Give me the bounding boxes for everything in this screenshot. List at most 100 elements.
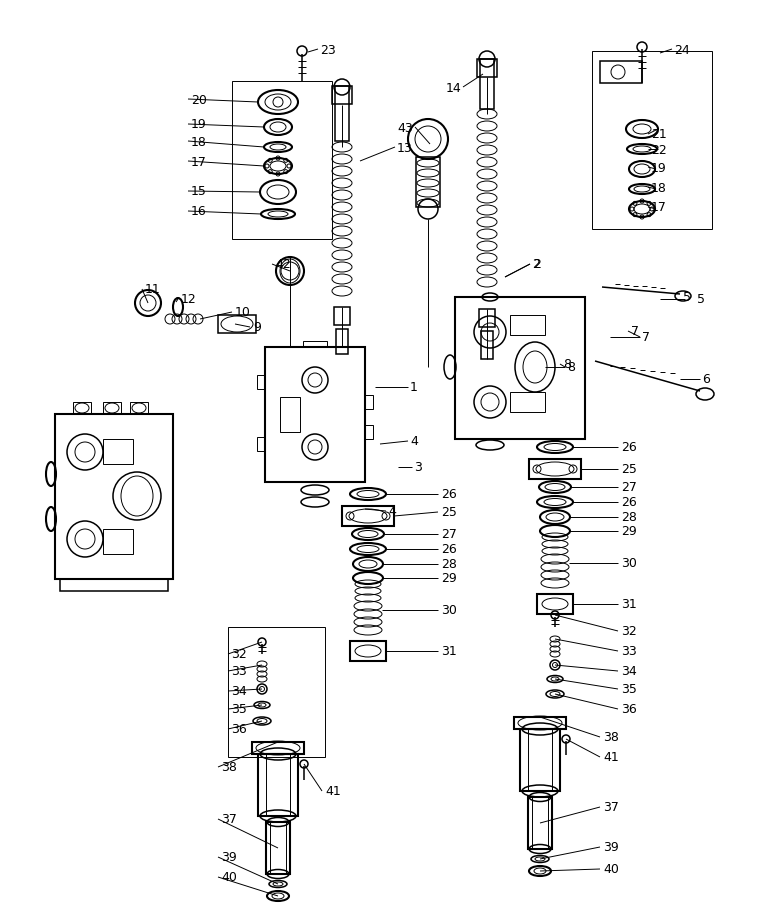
Text: 20: 20	[191, 94, 207, 107]
Bar	[510, 315, 545, 335]
Bar	[528, 797, 552, 849]
Text: 18: 18	[651, 181, 667, 194]
Text: 8: 8	[567, 361, 575, 374]
Text: 7: 7	[642, 331, 650, 344]
Bar	[266, 822, 290, 874]
Text: 29: 29	[621, 525, 637, 537]
Text: 32: 32	[621, 625, 637, 638]
Bar	[280, 397, 300, 433]
Text: 13: 13	[397, 141, 413, 154]
Bar	[103, 403, 121, 415]
Text: 34: 34	[621, 665, 637, 678]
Text: 17: 17	[191, 156, 207, 169]
Text: 37: 37	[603, 801, 619, 814]
Text: 8: 8	[563, 358, 571, 371]
Bar	[55, 415, 173, 579]
Text: 31: 31	[621, 598, 637, 611]
Text: 39: 39	[603, 841, 619, 854]
Text: 2: 2	[532, 258, 539, 271]
Bar	[537, 594, 573, 614]
Bar	[481, 332, 493, 360]
Text: 31: 31	[441, 645, 456, 658]
Text: 15: 15	[191, 185, 207, 199]
Bar	[252, 742, 304, 754]
Bar	[477, 60, 497, 78]
Text: 9: 9	[253, 322, 261, 334]
Bar	[218, 315, 256, 333]
Text: 33: 33	[621, 645, 637, 658]
Text: 28: 28	[621, 511, 637, 524]
Text: 43: 43	[397, 121, 413, 134]
Text: 30: 30	[441, 604, 456, 617]
Text: 36: 36	[231, 722, 247, 736]
Text: 35: 35	[621, 682, 637, 696]
Text: 23: 23	[320, 44, 336, 56]
Text: 41: 41	[325, 784, 341, 798]
Text: 27: 27	[441, 527, 456, 541]
Text: 40: 40	[221, 871, 237, 884]
Bar	[514, 717, 566, 729]
Bar	[257, 375, 265, 390]
Bar	[258, 754, 298, 816]
Bar	[416, 158, 440, 208]
Text: 24: 24	[674, 44, 690, 56]
Text: 26: 26	[441, 543, 456, 556]
Bar	[332, 87, 352, 105]
Text: 2: 2	[533, 258, 541, 271]
Bar	[365, 425, 373, 439]
Text: 29: 29	[441, 572, 456, 585]
Text: 11: 11	[145, 283, 161, 296]
Text: 25: 25	[441, 506, 456, 519]
Text: 6: 6	[702, 374, 710, 386]
Text: 21: 21	[651, 128, 667, 141]
Bar	[73, 403, 91, 415]
Text: 19: 19	[651, 161, 667, 174]
Text: 4: 4	[388, 505, 396, 518]
Text: 5: 5	[697, 293, 705, 306]
Bar	[600, 62, 642, 84]
Text: 39: 39	[221, 851, 236, 864]
Bar	[130, 403, 148, 415]
Text: 38: 38	[603, 731, 619, 743]
Bar	[334, 308, 350, 325]
Bar	[103, 439, 133, 465]
Bar	[350, 641, 386, 661]
Bar	[365, 395, 373, 410]
Text: 35: 35	[231, 702, 247, 716]
Text: 18: 18	[191, 136, 207, 148]
Bar	[529, 459, 581, 479]
Text: 26: 26	[621, 496, 637, 509]
Bar	[480, 60, 494, 110]
Text: 40: 40	[603, 863, 619, 875]
Text: 26: 26	[621, 441, 637, 454]
Bar	[342, 507, 394, 527]
Text: 34: 34	[231, 685, 247, 698]
Bar	[520, 729, 560, 791]
Text: 3: 3	[414, 461, 422, 474]
Bar	[336, 330, 348, 354]
Text: 33: 33	[231, 665, 247, 678]
Text: 16: 16	[191, 205, 207, 219]
Text: 27: 27	[621, 481, 637, 494]
Text: 4: 4	[410, 435, 418, 448]
Text: 30: 30	[621, 557, 637, 570]
Text: 42: 42	[275, 258, 290, 271]
Text: 19: 19	[191, 118, 207, 131]
Text: 25: 25	[621, 463, 637, 476]
Bar	[303, 342, 327, 348]
Bar	[257, 437, 265, 452]
Text: 22: 22	[651, 143, 667, 157]
Text: 28: 28	[441, 558, 456, 571]
Text: 36: 36	[621, 702, 637, 716]
Text: 37: 37	[221, 813, 237, 825]
Text: 38: 38	[221, 761, 237, 773]
Text: 32: 32	[231, 648, 247, 660]
Text: 10: 10	[235, 306, 251, 319]
Bar	[510, 393, 545, 413]
Text: 7: 7	[631, 325, 639, 338]
Bar	[103, 529, 133, 555]
Text: 41: 41	[603, 751, 619, 763]
Text: 1: 1	[410, 381, 418, 394]
Bar	[265, 348, 365, 483]
Text: 17: 17	[651, 201, 667, 214]
